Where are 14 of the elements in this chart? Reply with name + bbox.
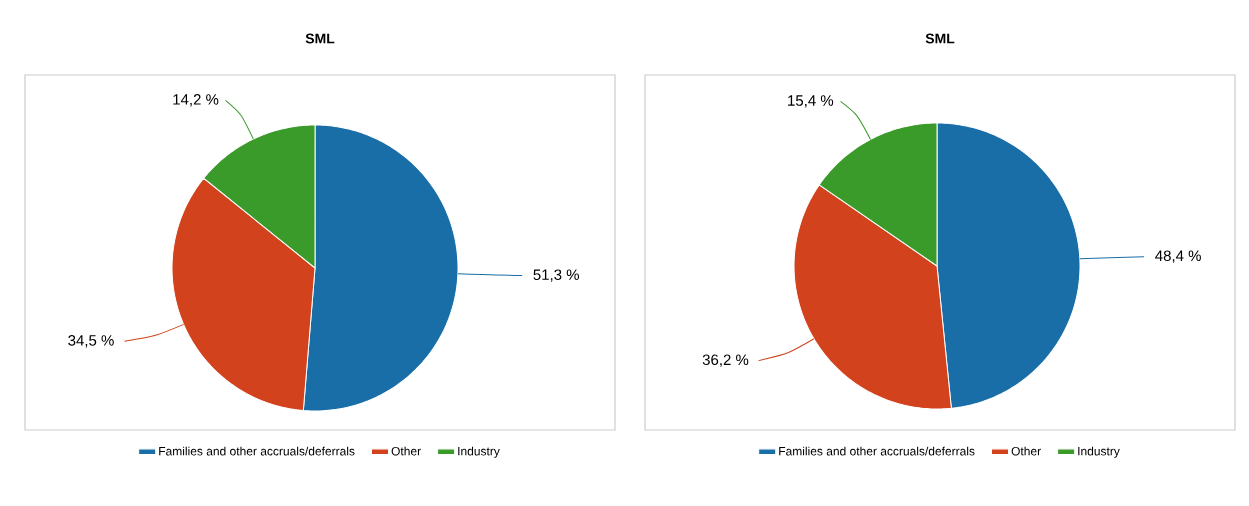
data-label: 14,2 %	[173, 94, 219, 107]
legend-label: Industry	[458, 446, 500, 458]
legend-label: Families and other accruals/deferrals	[159, 446, 355, 456]
chart-title: SML	[925, 33, 955, 44]
data-label: 34,5 %	[68, 335, 114, 348]
chart-title: SML	[305, 33, 335, 44]
legend-label: Industry	[1078, 446, 1120, 458]
legend-label: Other	[391, 446, 421, 456]
data-label: 51,3 %	[533, 269, 579, 282]
legend-label: Families and other accruals/deferrals	[779, 446, 975, 456]
data-label: 48,4 %	[1155, 250, 1201, 263]
data-label: 36,2 %	[702, 354, 749, 367]
data-label: 15,4 %	[788, 95, 834, 108]
legend-label: Other	[1011, 446, 1041, 456]
